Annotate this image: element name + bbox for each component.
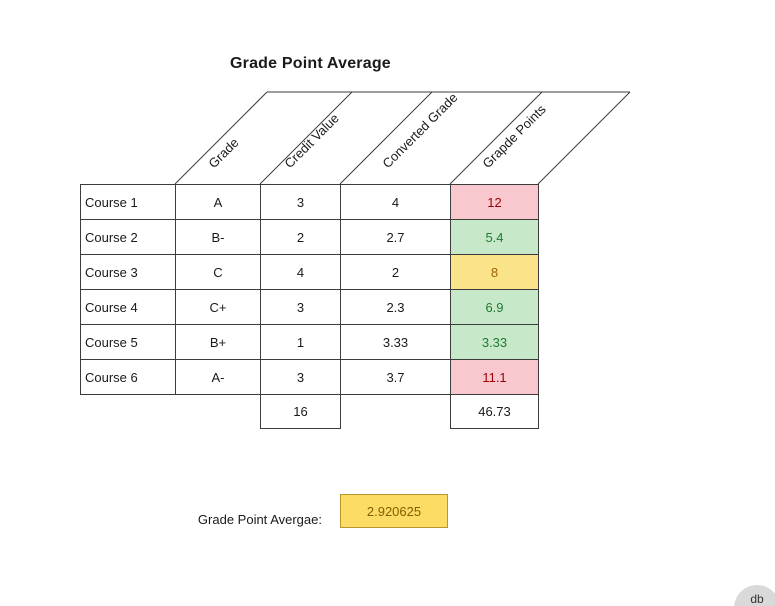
table-row: Course 3 C 4 2 8 bbox=[81, 255, 539, 290]
grade-points-cell: 6.9 bbox=[451, 290, 539, 325]
grade-points-cell: 3.33 bbox=[451, 325, 539, 360]
course-label-cell: Course 6 bbox=[81, 360, 176, 395]
table-row: Course 1 A 3 4 12 bbox=[81, 185, 539, 220]
converted-grade-cell: 2 bbox=[341, 255, 451, 290]
column-header-grade-points: Grapde Points bbox=[479, 101, 549, 171]
grade-points-cell: 11.1 bbox=[451, 360, 539, 395]
grades-table: Course 1 A 3 4 12 Course 2 B- 2 2.7 5.4 … bbox=[80, 184, 539, 395]
converted-grade-cell: 2.7 bbox=[341, 220, 451, 255]
credit-value-cell: 1 bbox=[261, 325, 341, 360]
grade-cell: A bbox=[176, 185, 261, 220]
gpa-value-cell: 2.920625 bbox=[340, 494, 448, 528]
converted-grade-cell: 3.33 bbox=[341, 325, 451, 360]
grade-cell: B- bbox=[176, 220, 261, 255]
page-title: Grade Point Average bbox=[230, 55, 391, 72]
converted-grade-cell: 2.3 bbox=[341, 290, 451, 325]
table-row: Course 6 A- 3 3.7 11.1 bbox=[81, 360, 539, 395]
grade-cell: A- bbox=[176, 360, 261, 395]
course-label-cell: Course 3 bbox=[81, 255, 176, 290]
course-label-cell: Course 5 bbox=[81, 325, 176, 360]
course-label-cell: Course 2 bbox=[81, 220, 176, 255]
column-header-credit-value: Credit Value bbox=[281, 110, 342, 171]
grade-cell: B+ bbox=[176, 325, 261, 360]
table-row: Course 5 B+ 1 3.33 3.33 bbox=[81, 325, 539, 360]
column-header-grade: Grade bbox=[205, 134, 242, 171]
credit-value-cell: 2 bbox=[261, 220, 341, 255]
gpa-label: Grade Point Avergae: bbox=[197, 512, 322, 527]
converted-grade-cell: 3.7 bbox=[341, 360, 451, 395]
course-label-cell: Course 1 bbox=[81, 185, 176, 220]
column-header-converted-grade: Converted Grade bbox=[379, 89, 461, 171]
converted-grade-cell: 4 bbox=[341, 185, 451, 220]
points-total-cell: 46.73 bbox=[450, 394, 539, 429]
credit-value-cell: 4 bbox=[261, 255, 341, 290]
grade-cell: C bbox=[176, 255, 261, 290]
grade-cell: C+ bbox=[176, 290, 261, 325]
corner-badge-text: db bbox=[750, 592, 764, 606]
grade-points-cell: 12 bbox=[451, 185, 539, 220]
table-row: Course 2 B- 2 2.7 5.4 bbox=[81, 220, 539, 255]
grade-points-cell: 5.4 bbox=[451, 220, 539, 255]
grade-points-cell: 8 bbox=[451, 255, 539, 290]
credit-value-cell: 3 bbox=[261, 290, 341, 325]
credit-total-cell: 16 bbox=[260, 394, 341, 429]
credit-value-cell: 3 bbox=[261, 360, 341, 395]
credit-value-cell: 3 bbox=[261, 185, 341, 220]
table-row: Course 4 C+ 3 2.3 6.9 bbox=[81, 290, 539, 325]
corner-badge[interactable]: db bbox=[734, 585, 775, 606]
course-label-cell: Course 4 bbox=[81, 290, 176, 325]
